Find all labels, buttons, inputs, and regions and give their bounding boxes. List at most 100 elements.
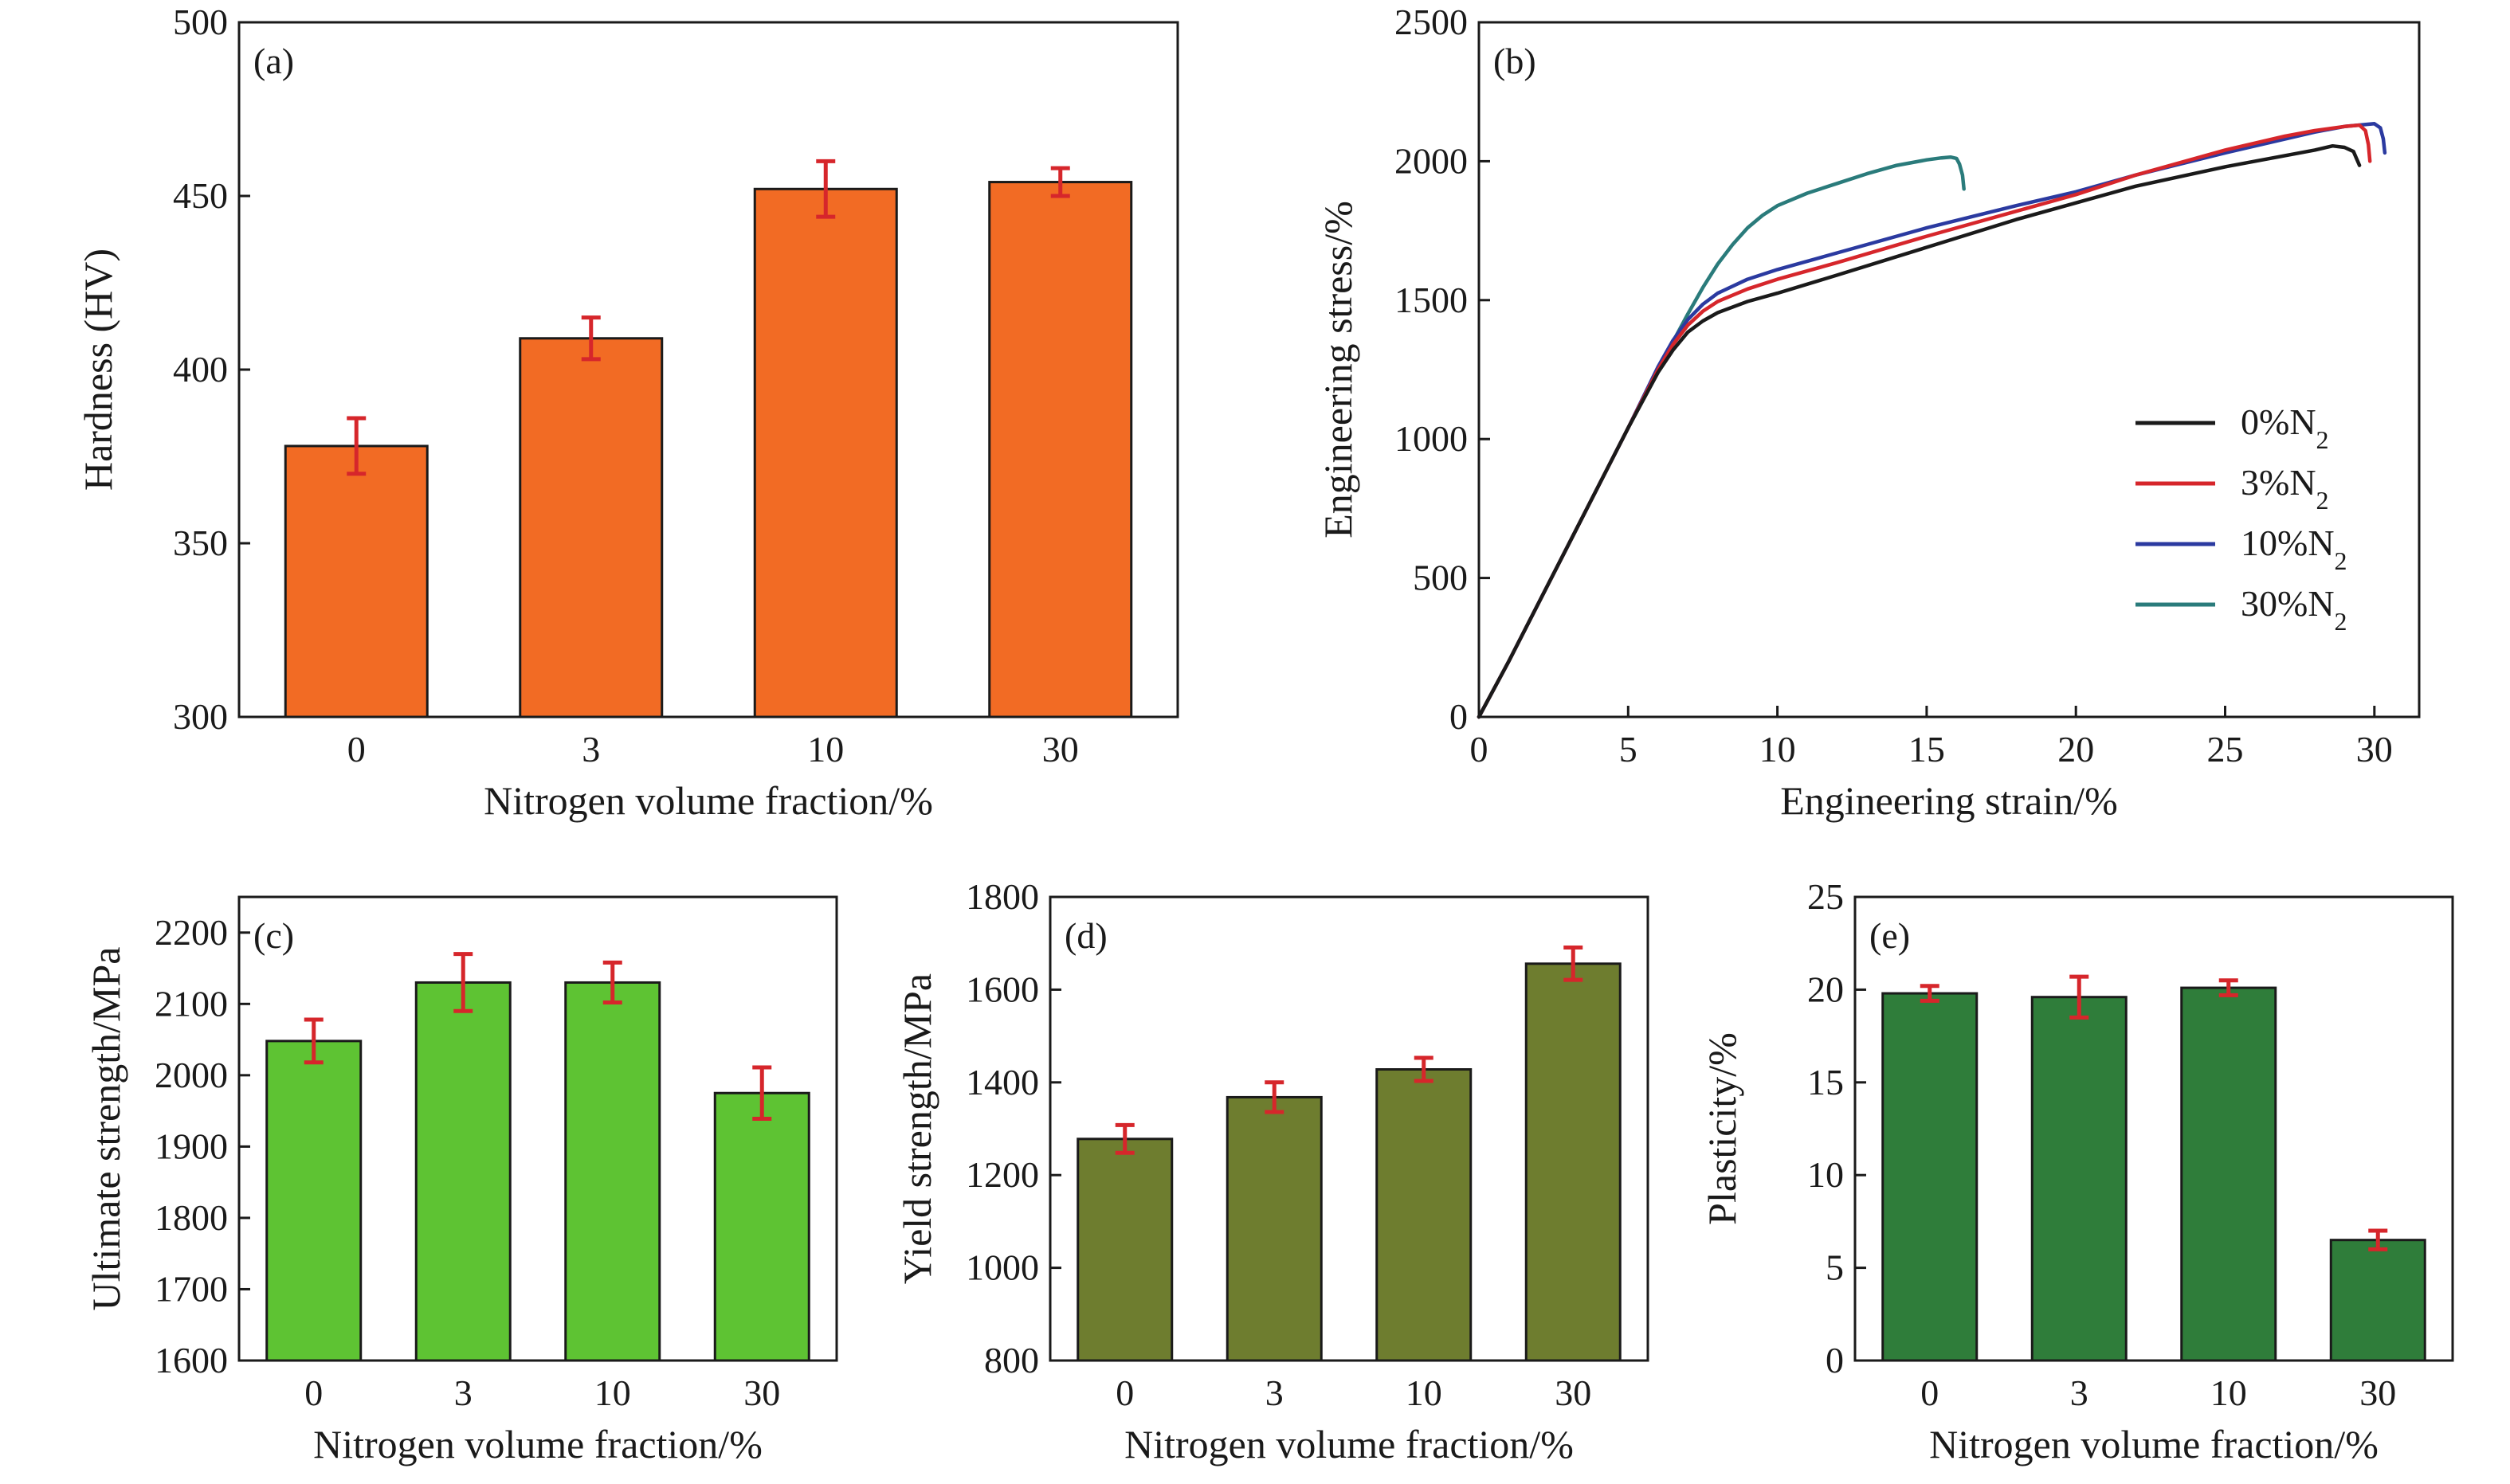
y-tick-label: 1800 bbox=[155, 1197, 228, 1238]
legend-label: 0%N2 bbox=[2241, 401, 2329, 454]
plot-frame bbox=[1477, 21, 2421, 719]
y-tick-label: 1700 bbox=[155, 1268, 228, 1309]
x-tick-label: 25 bbox=[2207, 729, 2244, 769]
y-tick-label: 300 bbox=[173, 696, 228, 737]
y-axis-title: Yield strength/MPa bbox=[895, 973, 939, 1284]
y-tick-label: 1600 bbox=[155, 1340, 228, 1380]
y-tick-label: 500 bbox=[1413, 558, 1468, 598]
bar bbox=[284, 444, 429, 719]
x-tick-label: 3 bbox=[1265, 1372, 1284, 1413]
x-tick-label: 30 bbox=[1555, 1372, 1591, 1413]
y-axis-title: Engineering stress/% bbox=[1316, 201, 1360, 538]
panel-label: (a) bbox=[253, 41, 294, 81]
series-line bbox=[1477, 143, 2362, 719]
y-tick-label: 800 bbox=[984, 1340, 1039, 1380]
x-axis-title: Nitrogen volume fraction/% bbox=[484, 778, 933, 823]
x-tick-label: 5 bbox=[1619, 729, 1637, 769]
bar bbox=[519, 337, 664, 719]
error-bar bbox=[304, 1017, 324, 1065]
error-bar bbox=[1920, 984, 1939, 1003]
x-tick-label: 0 bbox=[1116, 1372, 1134, 1413]
y-tick-label: 2100 bbox=[155, 983, 228, 1024]
panel-d-yield-strength-chart: 800 1000 1200 1400 1600 1800 0 3 10 30 Nitrogen vo… bbox=[895, 876, 1649, 1466]
x-tick-label: 10 bbox=[807, 729, 844, 769]
y-tick-label: 1800 bbox=[966, 876, 1039, 917]
x-tick-label: 0 bbox=[304, 1372, 323, 1413]
panel-b-stress-strain-chart: 0 500 1000 1500 2000 2500 0 5 10 15 20 25 30 Engineer… bbox=[1316, 2, 2421, 823]
error-bar bbox=[2368, 1228, 2388, 1251]
y-tick-label: 2500 bbox=[1394, 2, 1468, 42]
plot-frame bbox=[1853, 895, 2454, 1362]
y-tick-label: 500 bbox=[173, 2, 228, 42]
y-tick-label: 25 bbox=[1807, 876, 1844, 917]
error-bar bbox=[1115, 1122, 1135, 1155]
x-axis-title: Nitrogen volume fraction/% bbox=[1124, 1422, 1574, 1466]
y-tick-label: 20 bbox=[1807, 969, 1844, 1009]
x-axis-title: Engineering strain/% bbox=[1780, 778, 2118, 823]
x-tick-label: 30 bbox=[2359, 1372, 2396, 1413]
x-tick-label: 0 bbox=[1470, 729, 1488, 769]
bar bbox=[1077, 1137, 1174, 1362]
error-bar bbox=[1563, 945, 1583, 982]
y-tick-label: 450 bbox=[173, 175, 228, 216]
y-tick-label: 1600 bbox=[966, 969, 1039, 1009]
y-tick-label: 2200 bbox=[155, 912, 228, 953]
panel-e-plasticity-chart: 0 5 10 15 20 25 0 3 10 30 Nitrogen volume fraction… bbox=[1700, 876, 2454, 1466]
x-tick-label: 0 bbox=[347, 729, 366, 769]
bar bbox=[753, 187, 898, 719]
bar bbox=[564, 981, 661, 1362]
x-axis-title: Nitrogen volume fraction/% bbox=[1929, 1422, 2379, 1466]
x-tick-label: 0 bbox=[1920, 1372, 1939, 1413]
error-bar bbox=[2218, 978, 2238, 997]
error-bar bbox=[752, 1065, 772, 1121]
x-tick-label: 3 bbox=[454, 1372, 473, 1413]
legend-label: 30%N2 bbox=[2241, 583, 2347, 636]
y-axis-title: Hardness (HV) bbox=[76, 249, 120, 491]
bar bbox=[713, 1091, 810, 1362]
bar bbox=[2030, 996, 2128, 1362]
y-tick-label: 2000 bbox=[1394, 140, 1468, 181]
y-axis-title: Plasticity/% bbox=[1700, 1032, 1744, 1225]
panel-label: (b) bbox=[1493, 41, 1536, 81]
error-bar bbox=[347, 416, 367, 476]
y-tick-label: 0 bbox=[1826, 1340, 1844, 1380]
x-tick-label: 20 bbox=[2057, 729, 2094, 769]
x-tick-label: 10 bbox=[1406, 1372, 1442, 1413]
x-tick-label: 30 bbox=[1042, 729, 1079, 769]
plot-frame bbox=[237, 895, 838, 1362]
y-tick-label: 1200 bbox=[966, 1154, 1039, 1195]
y-tick-label: 10 bbox=[1807, 1154, 1844, 1195]
error-bar bbox=[2069, 974, 2089, 1020]
panel-c-ultimate-strength-chart: 1600 1700 1800 1900 2000 2100 2200 0 3 10 30 Nitrog… bbox=[84, 895, 838, 1466]
error-bar bbox=[581, 315, 601, 362]
bar bbox=[1524, 962, 1622, 1362]
bar bbox=[2329, 1239, 2426, 1362]
error-bar bbox=[1050, 166, 1070, 198]
error-bar bbox=[602, 960, 622, 1005]
panel-label: (c) bbox=[253, 915, 294, 956]
plot-frame bbox=[237, 21, 1179, 719]
x-axis-title: Nitrogen volume fraction/% bbox=[313, 1422, 763, 1466]
series-line bbox=[1477, 123, 2372, 719]
x-tick-label: 30 bbox=[743, 1372, 780, 1413]
panel-a-hardness-chart: 300 350 400 450 500 0 3 10 30 Nitrogen volume fra… bbox=[76, 2, 1179, 823]
bar bbox=[265, 1040, 363, 1362]
y-tick-label: 15 bbox=[1807, 1062, 1844, 1102]
y-axis-title: Ultimate strength/MPa bbox=[84, 947, 128, 1311]
bar bbox=[1226, 1095, 1323, 1362]
y-tick-label: 400 bbox=[173, 349, 228, 390]
series-line bbox=[1477, 155, 1966, 719]
x-tick-label: 3 bbox=[582, 729, 600, 769]
bar bbox=[1375, 1068, 1473, 1362]
x-tick-label: 10 bbox=[1759, 729, 1796, 769]
x-tick-label: 3 bbox=[2070, 1372, 2088, 1413]
legend-label: 10%N2 bbox=[2241, 523, 2347, 575]
x-tick-label: 30 bbox=[2356, 729, 2393, 769]
bar bbox=[414, 981, 512, 1362]
error-bar bbox=[816, 159, 836, 219]
y-tick-label: 1000 bbox=[1394, 418, 1468, 459]
panel-label: (d) bbox=[1065, 915, 1108, 956]
error-bar bbox=[1265, 1080, 1284, 1114]
y-tick-label: 1400 bbox=[966, 1062, 1039, 1102]
